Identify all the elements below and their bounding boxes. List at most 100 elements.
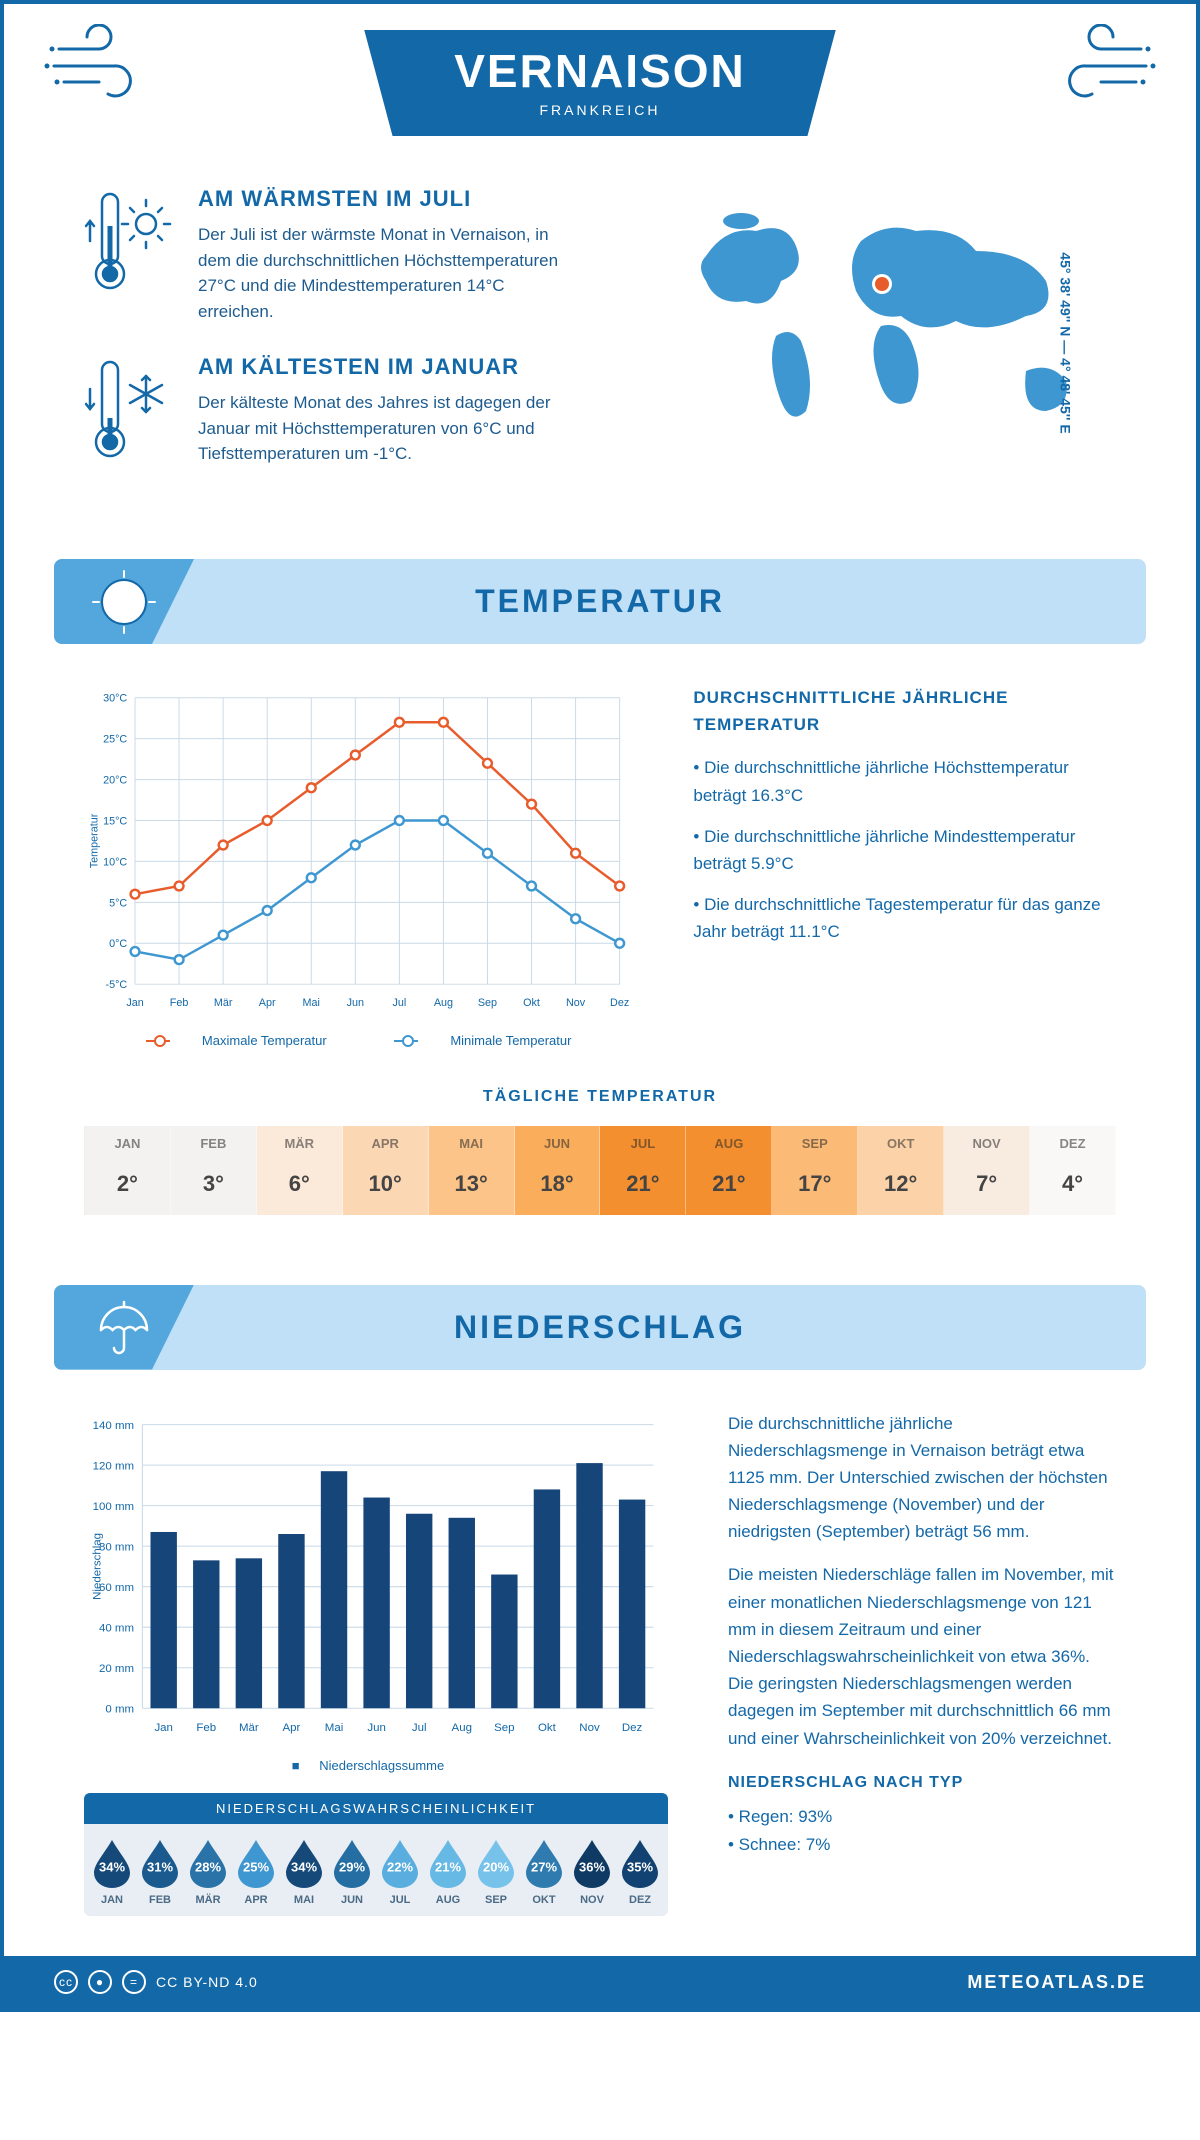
daily-temp-value: 4°: [1030, 1157, 1115, 1215]
precip-prob-cell: 22% JUL: [378, 1838, 422, 1906]
svg-text:Nov: Nov: [566, 997, 586, 1009]
raindrop-icon: 28%: [186, 1838, 230, 1888]
svg-text:-5°C: -5°C: [105, 979, 127, 991]
warmest-heading: AM WÄRMSTEN IM JULI: [198, 186, 578, 212]
precip-prob-cell: 31% FEB: [138, 1838, 182, 1906]
daily-temp-month: MÄR: [257, 1126, 342, 1157]
svg-text:Nov: Nov: [579, 1722, 600, 1734]
daily-temp-value: 21°: [600, 1157, 685, 1215]
daily-temp-month: JUN: [515, 1126, 600, 1157]
precip-prob-month: OKT: [522, 1894, 566, 1906]
svg-text:Dez: Dez: [622, 1722, 643, 1734]
daily-temp-value: 6°: [257, 1157, 342, 1215]
svg-text:30°C: 30°C: [103, 693, 127, 705]
umbrella-icon: [54, 1285, 194, 1370]
warmest-block: AM WÄRMSTEN IM JULI Der Juli ist der wär…: [84, 186, 626, 324]
precip-prob-value: 27%: [531, 1860, 557, 1875]
precip-prob-value: 20%: [483, 1860, 509, 1875]
raindrop-icon: 22%: [378, 1838, 422, 1888]
legend-min-label: Minimale Temperatur: [450, 1033, 571, 1048]
svg-text:0°C: 0°C: [109, 938, 127, 950]
precip-info: Die durchschnittliche jährliche Niedersc…: [728, 1410, 1116, 1917]
svg-text:100 mm: 100 mm: [93, 1500, 134, 1512]
precip-prob-value: 25%: [243, 1860, 269, 1875]
daily-temp-cell: AUG 21°: [686, 1126, 772, 1215]
daily-temp-month: OKT: [858, 1126, 943, 1157]
daily-temp-cell: NOV 7°: [944, 1126, 1030, 1215]
nd-icon: =: [122, 1970, 146, 1994]
wind-icon: [1046, 24, 1156, 104]
svg-text:60 mm: 60 mm: [99, 1581, 134, 1593]
header: VERNAISON FRANKREICH: [4, 4, 1196, 166]
daily-temperature: TÄGLICHE TEMPERATUR JAN 2° FEB 3° MÄR 6°…: [4, 1088, 1196, 1265]
raindrop-icon: 34%: [282, 1838, 326, 1888]
daily-temp-cell: JUN 18°: [515, 1126, 601, 1215]
precip-prob-cell: 34% MAI: [282, 1838, 326, 1906]
precip-prob-value: 29%: [339, 1860, 365, 1875]
svg-text:Okt: Okt: [538, 1722, 557, 1734]
daily-temp-cell: FEB 3°: [171, 1126, 257, 1215]
daily-temp-cell: OKT 12°: [858, 1126, 944, 1215]
cc-icon: cc: [54, 1970, 78, 1994]
temperature-legend: Maximale Temperatur Minimale Temperatur: [84, 1033, 633, 1048]
precip-probability: NIEDERSCHLAGSWAHRSCHEINLICHKEIT 34% JAN …: [84, 1793, 668, 1916]
daily-temp-cell: MAI 13°: [429, 1126, 515, 1215]
svg-text:10°C: 10°C: [103, 856, 127, 868]
precip-prob-month: SEP: [474, 1894, 518, 1906]
daily-temp-value: 18°: [515, 1157, 600, 1215]
svg-text:Jun: Jun: [367, 1722, 386, 1734]
precip-prob-month: APR: [234, 1894, 278, 1906]
daily-temp-value: 13°: [429, 1157, 514, 1215]
svg-text:Mär: Mär: [239, 1722, 259, 1734]
daily-temp-cell: APR 10°: [343, 1126, 429, 1215]
daily-temp-value: 21°: [686, 1157, 771, 1215]
svg-text:20 mm: 20 mm: [99, 1662, 134, 1674]
precip-para-1: Die durchschnittliche jährliche Niedersc…: [728, 1410, 1116, 1546]
license-text: CC BY-ND 4.0: [156, 1974, 258, 1990]
precip-prob-value: 35%: [627, 1860, 653, 1875]
precip-prob-value: 21%: [435, 1860, 461, 1875]
daily-temp-month: MAI: [429, 1126, 514, 1157]
daily-temp-cell: DEZ 4°: [1030, 1126, 1116, 1215]
svg-text:40 mm: 40 mm: [99, 1622, 134, 1634]
license: cc ● = CC BY-ND 4.0: [54, 1970, 258, 1994]
svg-text:Jan: Jan: [126, 997, 143, 1009]
svg-text:140 mm: 140 mm: [93, 1419, 134, 1431]
svg-text:120 mm: 120 mm: [93, 1460, 134, 1472]
daily-temp-value: 7°: [944, 1157, 1029, 1215]
precip-prob-month: FEB: [138, 1894, 182, 1906]
temperature-info: DURCHSCHNITTLICHE JÄHRLICHE TEMPERATUR •…: [693, 684, 1116, 1048]
precip-prob-month: NOV: [570, 1894, 614, 1906]
precip-prob-value: 28%: [195, 1860, 221, 1875]
temp-bullet: • Die durchschnittliche Tagestemperatur …: [693, 891, 1116, 945]
precip-prob-cell: 36% NOV: [570, 1838, 614, 1906]
precip-prob-month: JAN: [90, 1894, 134, 1906]
daily-temp-cell: JAN 2°: [85, 1126, 171, 1215]
temp-info-heading: DURCHSCHNITTLICHE JÄHRLICHE TEMPERATUR: [693, 684, 1116, 738]
precip-type-heading: NIEDERSCHLAG NACH TYP: [728, 1770, 1116, 1796]
page-frame: VERNAISON FRANKREICH: [0, 0, 1200, 2012]
precip-para-2: Die meisten Niederschläge fallen im Nove…: [728, 1561, 1116, 1751]
svg-text:Jul: Jul: [412, 1722, 427, 1734]
raindrop-icon: 21%: [426, 1838, 470, 1888]
precip-type-bullet: • Schnee: 7%: [728, 1831, 1116, 1858]
precip-type-bullet: • Regen: 93%: [728, 1803, 1116, 1830]
svg-text:5°C: 5°C: [109, 897, 127, 909]
precip-prob-cell: 21% AUG: [426, 1838, 470, 1906]
daily-temp-month: NOV: [944, 1126, 1029, 1157]
coldest-text: Der kälteste Monat des Jahres ist dagege…: [198, 390, 578, 467]
daily-temp-value: 12°: [858, 1157, 943, 1215]
svg-text:Feb: Feb: [196, 1722, 216, 1734]
precip-prob-month: AUG: [426, 1894, 470, 1906]
raindrop-icon: 25%: [234, 1838, 278, 1888]
svg-text:15°C: 15°C: [103, 815, 127, 827]
intro-section: AM WÄRMSTEN IM JULI Der Juli ist der wär…: [4, 166, 1196, 539]
svg-text:Okt: Okt: [523, 997, 540, 1009]
daily-temp-cell: JUL 21°: [600, 1126, 686, 1215]
precip-chart-row: 0 mm20 mm40 mm60 mm80 mm100 mm120 mm140 …: [4, 1410, 1196, 1957]
daily-temp-month: AUG: [686, 1126, 771, 1157]
daily-temp-value: 3°: [171, 1157, 256, 1215]
precip-prob-month: MÄR: [186, 1894, 230, 1906]
precip-prob-cell: 27% OKT: [522, 1838, 566, 1906]
daily-temp-month: JAN: [85, 1126, 170, 1157]
